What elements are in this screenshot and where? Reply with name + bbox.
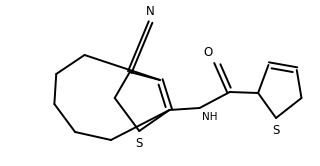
Text: N: N — [146, 5, 155, 18]
Text: S: S — [272, 124, 280, 137]
Text: O: O — [204, 46, 213, 59]
Text: S: S — [135, 137, 142, 150]
Text: NH: NH — [202, 112, 218, 122]
